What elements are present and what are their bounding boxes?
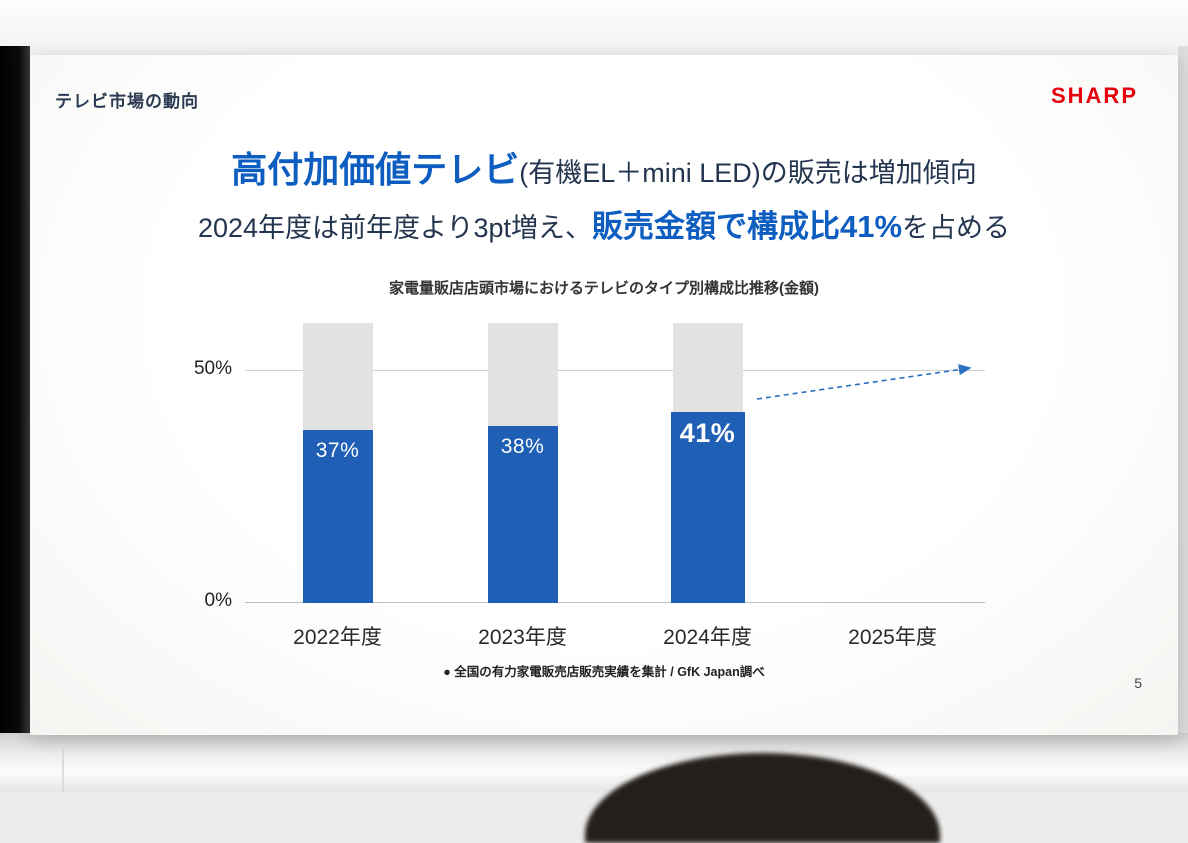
bar-value-label: 41% bbox=[679, 417, 736, 448]
headline-line2-pre: 2024年度は前年度より3pt増え、 bbox=[197, 213, 592, 243]
chart-footnote: ● 全国の有力家電販売店販売実績を集計 / GfK Japan調べ bbox=[443, 665, 765, 679]
presentation-slide: テレビ市場の動向 SHARP 高付加価値テレビ(有機EL＋mini LED)の販… bbox=[30, 55, 1178, 735]
y-axis-tick-50: 50% bbox=[193, 358, 232, 379]
chart-column: 37% 2022年度 bbox=[245, 323, 430, 649]
x-axis-label: 2024年度 bbox=[663, 626, 752, 649]
photo-left-dark-bezel bbox=[0, 46, 30, 748]
section-title: テレビ市場の動向 bbox=[55, 92, 199, 111]
bar-chart-plot-area: 37% 2022年度 38% 2023年度 41% 2024年度 2025年度 bbox=[245, 323, 985, 649]
page-number: 5 bbox=[1134, 675, 1142, 691]
sharp-logo: SHARP bbox=[1050, 83, 1138, 108]
x-axis-baseline bbox=[245, 602, 985, 603]
photo-top-wall bbox=[0, 0, 1188, 55]
chart-title: 家電量販店店頭市場におけるテレビのタイプ別構成比推移(金額) bbox=[389, 280, 819, 297]
photo-right-edge bbox=[1178, 46, 1188, 746]
photo-door-edge bbox=[62, 748, 64, 792]
x-axis-label: 2025年度 bbox=[848, 626, 937, 649]
gridline-50pct bbox=[245, 369, 985, 371]
headline-line2-highlight: 販売金額で構成比41% bbox=[592, 209, 903, 244]
headline-line1: 高付加価値テレビ(有機EL＋mini LED)の販売は増加傾向 bbox=[30, 141, 1178, 193]
x-axis-label: 2022年度 bbox=[293, 626, 382, 649]
bar-value-label: 37% bbox=[315, 439, 360, 463]
headline-line1-highlight: 高付加価値テレビ bbox=[231, 149, 520, 190]
headline-line1-rest: (有機EL＋mini LED)の販売は増加傾向 bbox=[519, 158, 977, 188]
chart-column: 41% 2024年度 bbox=[615, 323, 800, 649]
x-axis-label: 2023年度 bbox=[478, 626, 567, 649]
photo-bottom-ledge bbox=[0, 733, 1188, 792]
chart-column: 38% 2023年度 bbox=[430, 323, 615, 649]
headline-line2-post: を占める bbox=[902, 213, 1011, 243]
bar-value-label: 38% bbox=[500, 434, 545, 458]
bar-2024年度: 41% bbox=[670, 411, 745, 603]
y-axis-tick-0: 0% bbox=[204, 590, 232, 611]
bar-2022年度: 37% bbox=[302, 430, 373, 603]
headline-line2: 2024年度は前年度より3pt増え、販売金額で構成比41%を占める bbox=[30, 201, 1178, 246]
chart-column: 2025年度 bbox=[800, 323, 985, 649]
bar-2023年度: 38% bbox=[487, 425, 558, 603]
